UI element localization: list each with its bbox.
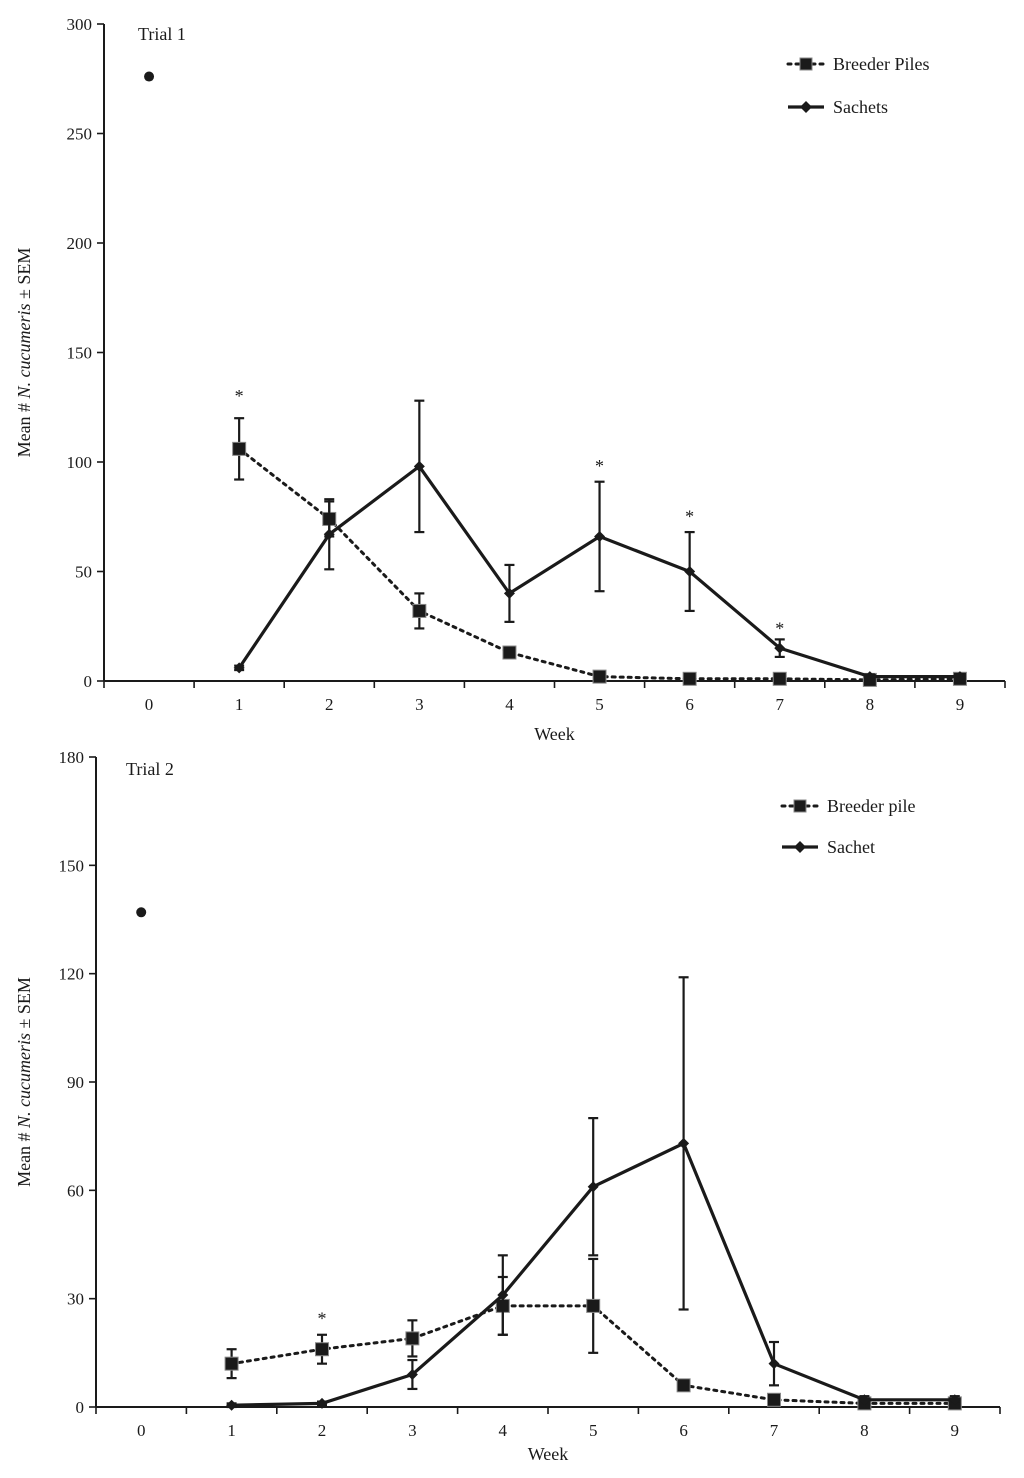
data-point-diamond [587,1181,599,1193]
data-point-square [682,671,697,686]
trial-2-chart: 0 30 60 90 120 150 180 0 1 2 3 4 5 6 7 8 9 Week Mean # N. … [14,748,1001,1464]
data-point-diamond [323,528,335,540]
y-tick-label: 50 [75,563,92,582]
y-axis-label: Mean # N. cucumeris ± SEM [14,248,34,458]
data-point-square [232,441,247,456]
significance-asterisk: * [595,456,604,476]
significance-asterisk: * [685,507,694,527]
legend-marker-square [793,799,807,813]
x-tick-label: 6 [679,1421,688,1440]
data-point-diamond [678,1137,690,1149]
data-point-square [224,1356,239,1371]
data-point-diamond [406,1369,418,1380]
data-point-diamond [684,566,696,577]
legend-label: Sachets [833,97,888,117]
y-tick-label: 100 [67,453,93,472]
x-tick-label: 9 [951,1421,960,1440]
data-point-square [586,1298,601,1313]
data-point-square [412,603,427,618]
data-point-square [592,669,607,684]
data-point-diamond [413,460,425,472]
data-point-square [502,645,517,660]
trial-1-chart: 0 50 100 150 200 250 300 0 1 2 3 4 5 6 7 8 9 Week Mean # N… [14,15,1006,744]
x-tick-label: 5 [595,695,604,714]
legend-label: Breeder pile [827,796,915,816]
x-axis-label: Week [534,724,575,744]
y-tick-label: 300 [67,15,93,34]
x-tick-label: 8 [866,695,875,714]
x-axis-label: Week [528,1444,569,1464]
y-tick-label: 150 [67,344,93,363]
x-tick-label: 6 [685,695,694,714]
x-tick-label: 2 [325,695,334,714]
data-point-diamond [774,642,786,654]
data-point-square [772,671,787,686]
data-point-diamond [949,1394,961,1406]
data-point-square [315,1342,329,1357]
data-point-diamond [503,587,515,599]
y-tick-label: 200 [67,234,93,253]
data-point-diamond [497,1289,509,1301]
x-tick-label: 1 [227,1421,236,1440]
data-point-diamond [864,671,876,683]
x-tick-label: 4 [499,1421,508,1440]
initial-point [136,907,147,918]
data-point-square [405,1331,420,1346]
chart-title: Trial 1 [138,24,186,44]
data-point-diamond [316,1397,328,1409]
x-tick-label: 5 [589,1421,598,1440]
x-tick-label: 2 [318,1421,327,1440]
legend-marker-diamond [800,101,812,113]
x-tick-label: 7 [770,1421,779,1440]
y-tick-label: 0 [84,672,93,691]
significance-asterisk: * [235,386,244,406]
legend-label: Breeder Piles [833,54,929,74]
data-point-diamond [954,671,966,683]
data-point-diamond [858,1394,870,1406]
significance-asterisk: * [775,618,784,638]
y-tick-label: 90 [67,1073,84,1092]
y-tick-label: 250 [67,125,93,144]
x-tick-label: 3 [408,1421,417,1440]
x-tick-label: 0 [145,695,154,714]
y-tick-label: 60 [67,1181,84,1200]
x-tick-label: 0 [137,1421,146,1440]
y-axis-label: Mean # N. cucumeris ± SEM [14,977,34,1187]
data-point-diamond [233,662,245,674]
data-point-diamond [768,1358,780,1370]
y-tick-label: 30 [67,1290,84,1309]
legend-marker-square [799,57,813,71]
data-point-square [676,1378,691,1393]
x-tick-label: 7 [776,695,785,714]
x-tick-label: 3 [415,695,424,714]
y-tick-label: 180 [59,748,85,767]
x-tick-label: 1 [235,695,244,714]
y-tick-label: 120 [59,965,85,984]
significance-asterisk: * [318,1309,327,1329]
chart-title: Trial 2 [126,759,174,779]
initial-point [144,71,155,82]
x-tick-label: 4 [505,695,514,714]
legend-label: Sachet [827,837,875,857]
data-point-diamond [594,530,606,542]
x-tick-label: 9 [956,695,965,714]
y-tick-label: 0 [76,1398,85,1417]
data-point-diamond [226,1399,238,1411]
data-point-square [767,1392,781,1407]
y-tick-label: 150 [59,856,85,875]
x-tick-label: 8 [860,1421,869,1440]
legend-marker-diamond [794,841,806,853]
